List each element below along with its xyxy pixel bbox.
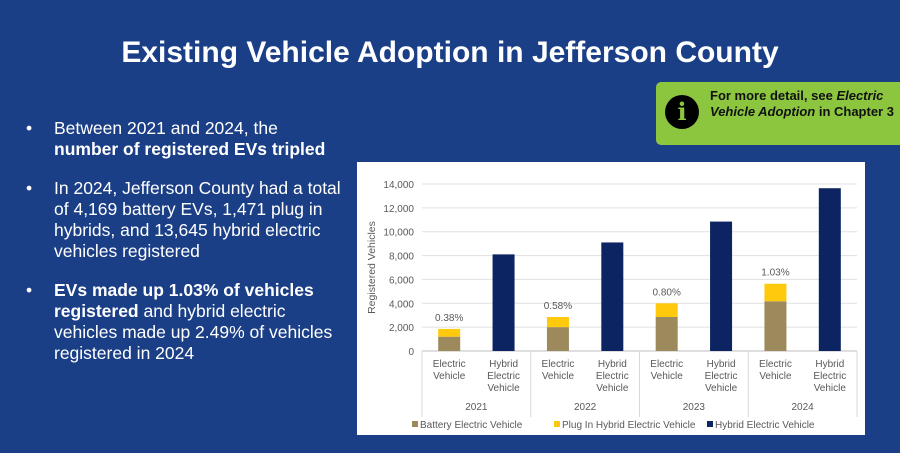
bullet-text: EVs made up 1.03% of vehicles registered xyxy=(54,280,314,321)
x-category-label: Electric xyxy=(433,359,466,370)
bar-hybrid-electric-vehicle xyxy=(492,254,515,351)
x-category-label: Vehicle xyxy=(651,371,684,382)
x-category-label: Electric xyxy=(759,359,792,370)
bullet-item: Between 2021 and 2024, the number of reg… xyxy=(22,118,342,160)
x-category-label: Vehicle xyxy=(542,371,575,382)
bar-hybrid-electric-vehicle xyxy=(818,188,841,351)
legend-label: Plug In Hybrid Electric Vehicle xyxy=(562,420,696,431)
y-tick-label: 10,000 xyxy=(383,228,414,239)
y-tick-label: 12,000 xyxy=(383,204,414,215)
y-tick-label: 4,000 xyxy=(389,299,414,310)
x-category-label: Electric xyxy=(487,371,520,382)
chart-svg: 0 2,000 4,000 6,000 8,000 10,000 12,000 14,000 R… xyxy=(366,180,858,431)
x-category-label: Electric xyxy=(650,359,683,370)
y-tick-label: 2,000 xyxy=(389,323,414,334)
x-category-label: Electric xyxy=(542,359,575,370)
bar-hybrid-electric-vehicle xyxy=(710,221,733,351)
x-category-label: Vehicle xyxy=(596,383,629,394)
bullet-text: In 2024, Jefferson County had a total of… xyxy=(54,178,341,261)
x-category-label: Vehicle xyxy=(705,383,738,394)
bar-battery-electric-vehicle xyxy=(438,336,461,351)
x-category-label: Electric xyxy=(596,371,629,382)
bullet-text: number of registered EVs tripled xyxy=(54,139,326,159)
y-tick-label: 0 xyxy=(408,347,414,358)
bar-plug-in-hybrid-electric-vehicle xyxy=(438,328,461,337)
legend-label: Hybrid Electric Vehicle xyxy=(715,420,815,431)
bar-battery-electric-vehicle xyxy=(546,327,569,351)
x-category-label: Vehicle xyxy=(433,371,466,382)
x-category-label: Electric xyxy=(705,371,738,382)
x-category-label: Vehicle xyxy=(814,383,847,394)
legend-swatch xyxy=(554,421,560,427)
bullet-item: EVs made up 1.03% of vehicles registered… xyxy=(22,280,342,364)
x-category-label: Hybrid xyxy=(598,359,627,370)
x-category-label: Hybrid xyxy=(815,359,844,370)
y-tick-label: 6,000 xyxy=(389,275,414,286)
x-year-label: 2024 xyxy=(792,402,815,413)
bullet-text: and hybrid electric vehicles made up 2.4… xyxy=(54,301,333,363)
bullet-list: Between 2021 and 2024, the number of reg… xyxy=(22,118,342,382)
info-icon: i xyxy=(665,95,699,129)
bullet-text: Between 2021 and 2024, the xyxy=(54,118,278,138)
bar-hybrid-electric-vehicle xyxy=(601,242,624,351)
slide-title: Existing Vehicle Adoption in Jefferson C… xyxy=(121,36,779,69)
x-category-label: Hybrid xyxy=(489,359,518,370)
ev-share-label: 0.38% xyxy=(435,313,463,324)
x-category-label: Electric xyxy=(813,371,846,382)
bar-plug-in-hybrid-electric-vehicle xyxy=(546,317,569,328)
x-category-label: Hybrid xyxy=(707,359,736,370)
bar-plug-in-hybrid-electric-vehicle xyxy=(764,283,787,302)
callout-text: For more detail, see Electric Vehicle Ad… xyxy=(710,88,894,119)
legend-swatch xyxy=(412,421,418,427)
x-year-label: 2023 xyxy=(683,402,706,413)
bar-plug-in-hybrid-electric-vehicle xyxy=(655,303,678,318)
bar-battery-electric-vehicle xyxy=(764,301,787,351)
y-tick-label: 14,000 xyxy=(383,180,414,191)
ev-share-label: 1.03% xyxy=(761,268,789,279)
legend-swatch xyxy=(707,421,713,427)
chapter-reference: Electric Vehicle Adoption xyxy=(710,88,884,119)
bullet-item: In 2024, Jefferson County had a total of… xyxy=(22,178,342,262)
legend-label: Battery Electric Vehicle xyxy=(420,420,523,431)
ev-share-label: 0.58% xyxy=(544,301,572,312)
callout-box: i For more detail, see Electric Vehicle … xyxy=(656,82,900,145)
x-category-label: Vehicle xyxy=(487,383,520,394)
bar-battery-electric-vehicle xyxy=(655,317,678,351)
x-year-label: 2021 xyxy=(465,402,488,413)
ev-share-label: 0.80% xyxy=(653,287,681,298)
chart: 0 2,000 4,000 6,000 8,000 10,000 12,000 14,000 R… xyxy=(357,162,865,435)
x-category-label: Vehicle xyxy=(759,371,792,382)
y-axis-label: Registered Vehicles xyxy=(366,221,378,314)
x-year-label: 2022 xyxy=(574,402,597,413)
y-tick-label: 8,000 xyxy=(389,252,414,263)
